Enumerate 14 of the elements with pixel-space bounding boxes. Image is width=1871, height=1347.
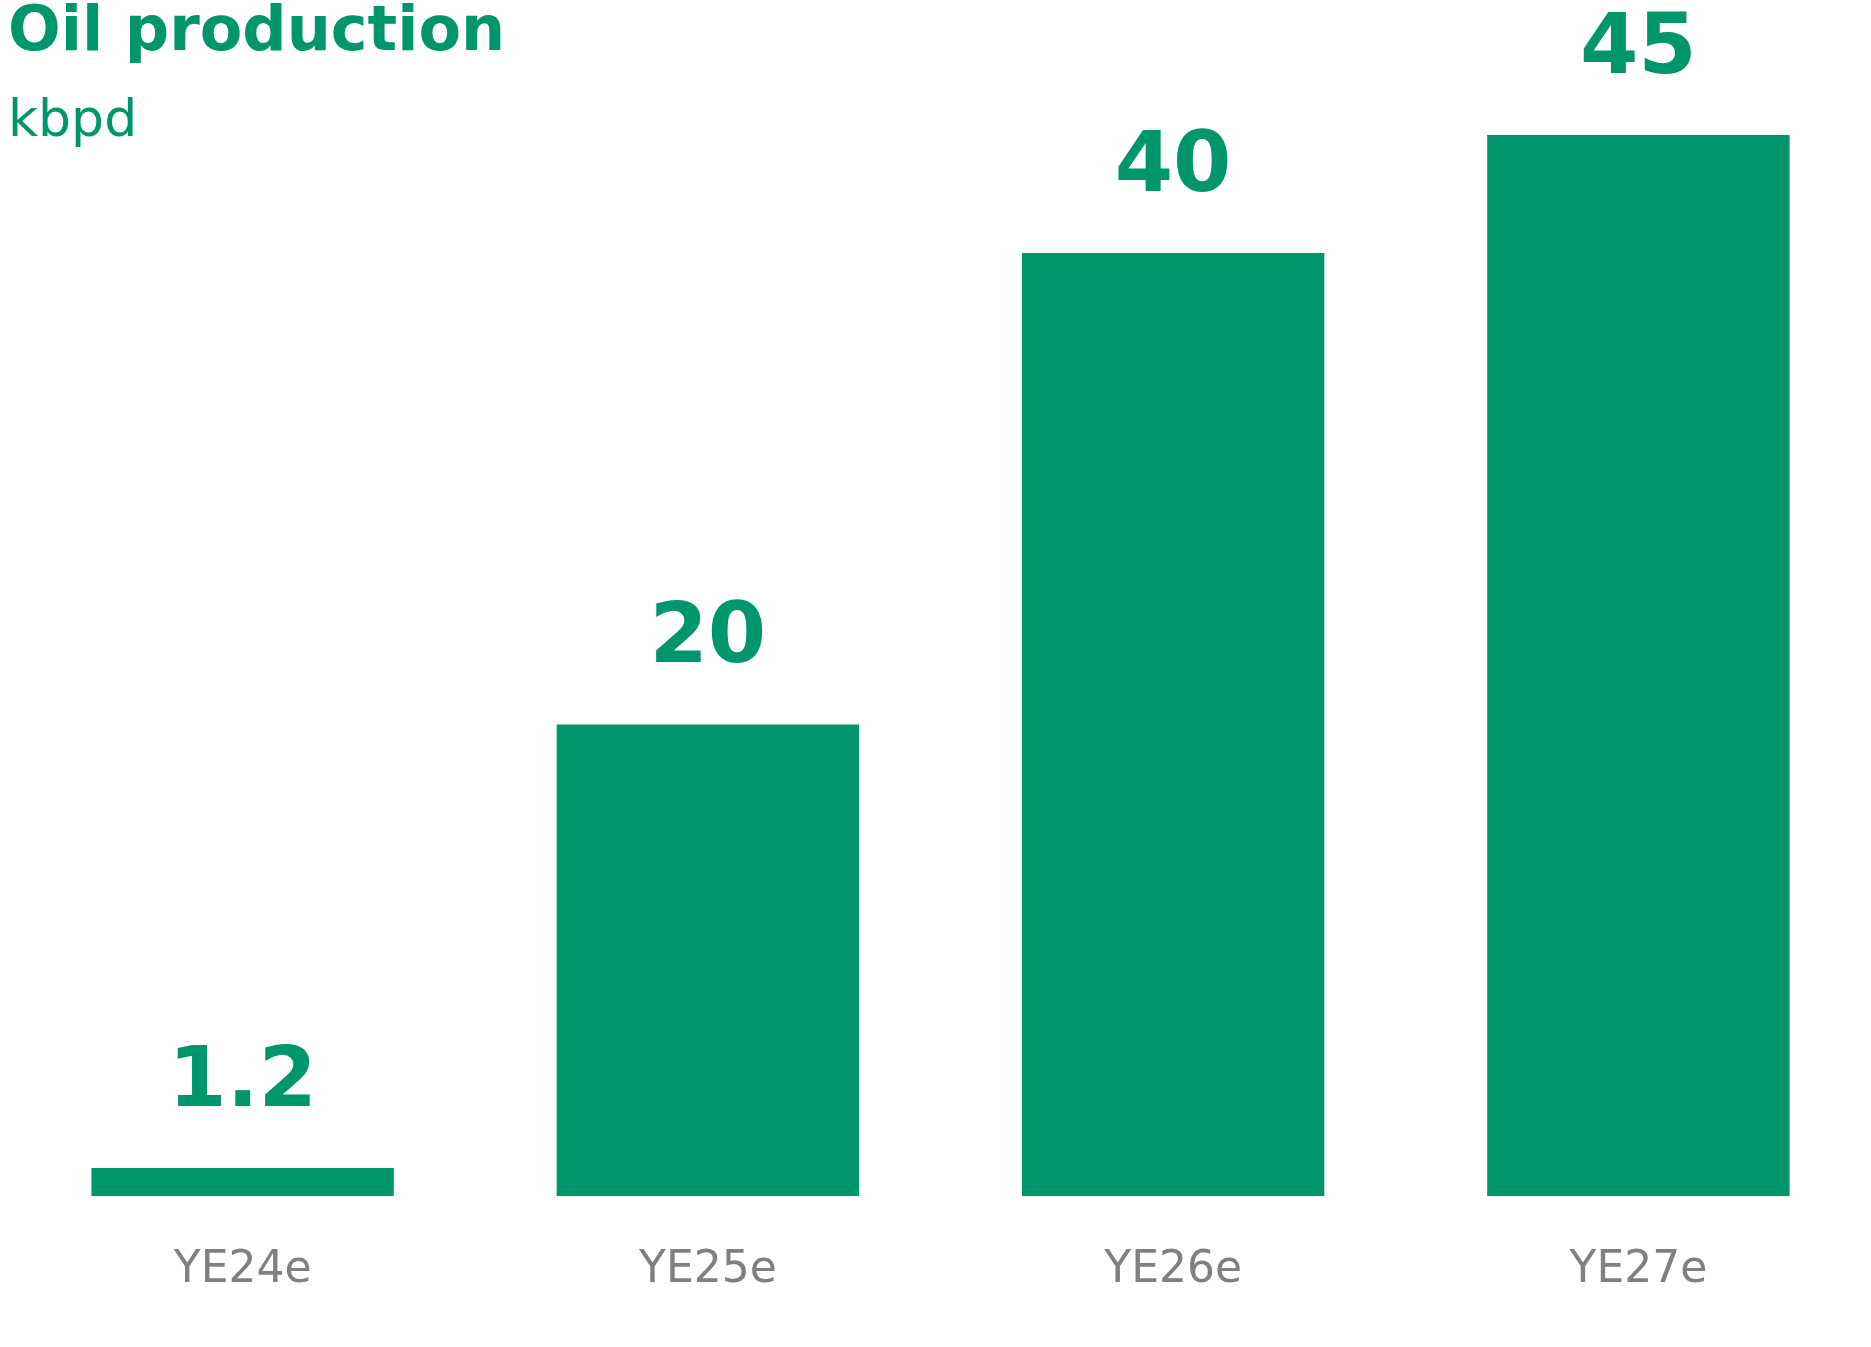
chart-title: Oil production bbox=[8, 0, 506, 65]
chart-subtitle: kbpd bbox=[8, 88, 138, 148]
x-tick-label: YE26e bbox=[1103, 1241, 1242, 1293]
x-tick-label: YE27e bbox=[1568, 1241, 1708, 1293]
data-label: 45 bbox=[1579, 0, 1697, 93]
x-tick-label: YE25e bbox=[638, 1241, 777, 1293]
data-label: 1.2 bbox=[168, 1027, 318, 1126]
bar bbox=[91, 1167, 394, 1197]
bar bbox=[1021, 252, 1325, 1197]
bar bbox=[1487, 135, 1790, 1197]
data-label: 20 bbox=[649, 584, 767, 683]
bar bbox=[556, 724, 860, 1197]
x-tick-label: YE24e bbox=[172, 1241, 312, 1293]
data-label: 40 bbox=[1114, 112, 1232, 211]
